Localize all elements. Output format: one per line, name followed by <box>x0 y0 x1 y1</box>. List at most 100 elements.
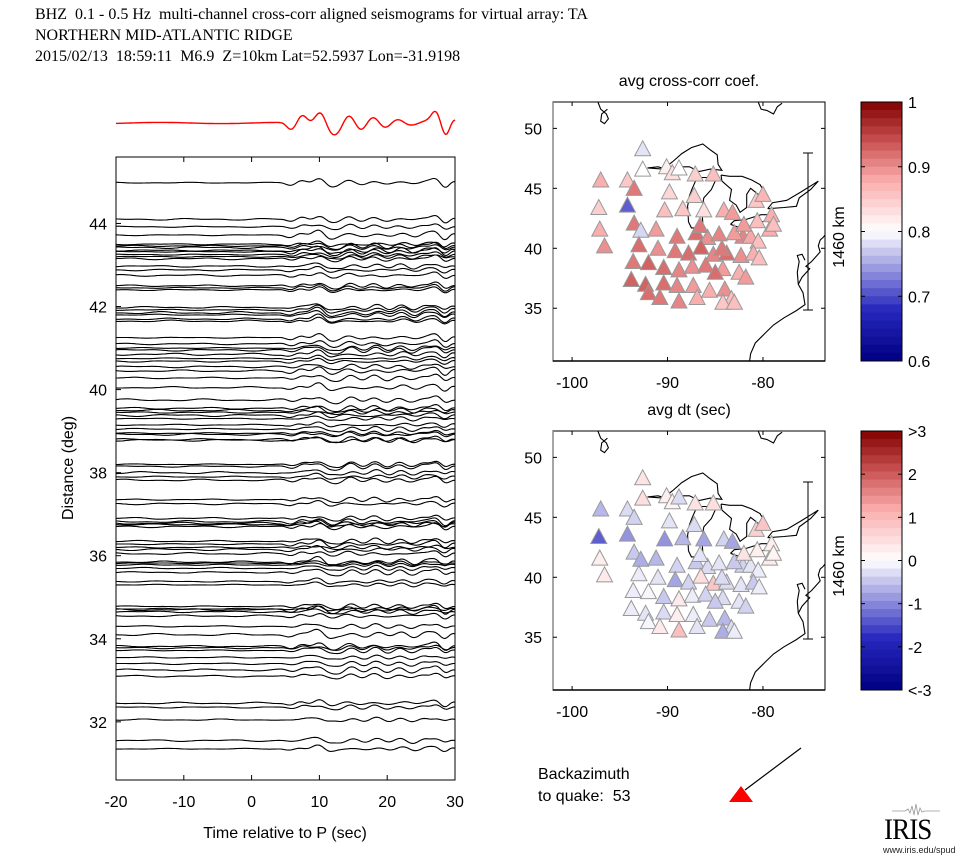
seismogram-trace <box>115 283 456 292</box>
x-tick-label: -90 <box>656 704 679 721</box>
station-triangle <box>647 220 665 237</box>
station-triangle <box>710 553 728 571</box>
y-tick-label: 34 <box>89 632 107 649</box>
station-triangle <box>710 224 728 242</box>
seismogram-trace <box>116 641 456 651</box>
station-triangle <box>624 581 643 598</box>
station-triangle <box>625 179 643 196</box>
station-triangle <box>764 544 783 561</box>
station-triangle <box>736 268 755 285</box>
colorbar-tick-label: 0.9 <box>908 160 930 177</box>
station-triangle <box>749 561 768 578</box>
colorbar-segment <box>861 126 902 135</box>
station-triangle <box>589 527 608 545</box>
station-triangle <box>723 532 742 549</box>
cross-corr-map-title: avg cross-corr coef. <box>619 73 759 90</box>
iris-logo[interactable]: IRIS <box>884 813 932 846</box>
seismogram-trace <box>116 404 455 413</box>
seismogram-trace <box>116 409 456 416</box>
station-triangle <box>655 529 674 547</box>
coastline <box>767 180 819 210</box>
backazimuth-value: to quake: 53 <box>538 788 631 805</box>
coastline <box>597 101 610 125</box>
colorbar-segment <box>861 479 902 489</box>
seismogram-trace <box>115 514 456 522</box>
colorbar-segment <box>861 665 902 675</box>
colorbar-tick-label: <-3 <box>908 683 932 700</box>
seismogram-trace <box>115 265 456 274</box>
colorbar-segment <box>861 207 902 216</box>
station-triangle <box>683 586 702 603</box>
colorbar-segment <box>861 158 902 168</box>
x-tick-label: -100 <box>556 704 588 721</box>
seismogram-trace <box>116 577 456 585</box>
colorbar-segment <box>861 617 902 626</box>
seismogram-trace <box>115 560 456 566</box>
station-triangle <box>713 568 731 585</box>
colorbar-segment <box>861 439 902 448</box>
colorbar-segment <box>861 134 902 143</box>
seismogram-trace <box>115 262 456 270</box>
colorbar-segment <box>861 150 902 160</box>
colorbar-segment <box>861 182 902 192</box>
station-triangle <box>714 622 732 639</box>
x-tick-label: -90 <box>656 375 679 392</box>
backazimuth-triangle-icon <box>729 786 753 802</box>
colorbar-tick-label: 0.8 <box>908 225 930 242</box>
station-triangle <box>639 612 658 630</box>
station-triangle <box>704 164 723 182</box>
station-triangle <box>735 215 753 232</box>
x-tick-label: 10 <box>311 794 329 811</box>
y-tick-label: 35 <box>524 630 542 647</box>
seismogram-trace <box>116 581 456 588</box>
colorbar-segment <box>861 544 902 553</box>
seismogram-trace <box>115 241 455 250</box>
iris-url-link[interactable]: www.iris.edu/spud <box>883 845 956 855</box>
coastline <box>647 143 723 173</box>
station-triangle <box>618 525 637 542</box>
coastline <box>757 101 783 115</box>
station-triangle <box>654 602 673 620</box>
seismogram-trace <box>115 475 456 485</box>
station-triangle <box>666 570 684 588</box>
station-triangle <box>625 508 643 525</box>
seismogram-trace <box>115 306 456 318</box>
seismogram-trace <box>116 537 456 545</box>
seismogram-trace <box>116 247 456 257</box>
station-triangle <box>647 549 665 566</box>
station-triangle <box>618 499 637 517</box>
station-triangle <box>735 544 753 561</box>
y-tick-label: 50 <box>524 450 542 467</box>
colorbar-segment <box>861 271 902 281</box>
seismogram-trace <box>115 736 456 744</box>
station-triangle <box>589 198 608 216</box>
station-triangle <box>670 158 688 176</box>
colorbar-tick-label: -2 <box>908 640 922 657</box>
colorbar-segment <box>861 431 902 440</box>
colorbar-segment <box>861 552 902 561</box>
seismogram-trace <box>115 602 456 611</box>
colorbar-segment <box>861 336 902 346</box>
station-triangle <box>679 244 698 261</box>
colorbar-segment <box>861 288 902 297</box>
seismogram-trace <box>115 333 456 343</box>
x-tick-label: -20 <box>104 794 127 811</box>
coastline <box>767 509 819 539</box>
seismogram-trace <box>115 665 456 675</box>
station-triangle <box>668 556 686 573</box>
station-triangle <box>750 248 768 266</box>
y-tick-label: 45 <box>524 181 542 198</box>
backazimuth-indicator <box>729 747 802 802</box>
seismogram-trace <box>116 472 456 480</box>
station-triangle <box>725 293 744 310</box>
station-triangle <box>736 597 755 614</box>
colorbar-segment <box>861 463 902 472</box>
seismogram-trace <box>116 286 456 294</box>
station-triangle <box>706 263 725 280</box>
coastline <box>597 430 610 454</box>
seismogram-trace <box>115 562 456 568</box>
avg-dt-map: avg dt (sec) 1460 km -100 -90 -80 35 40 45 50 >3… <box>524 402 931 721</box>
station-triangle <box>633 468 652 486</box>
seismogram-trace <box>116 460 456 469</box>
